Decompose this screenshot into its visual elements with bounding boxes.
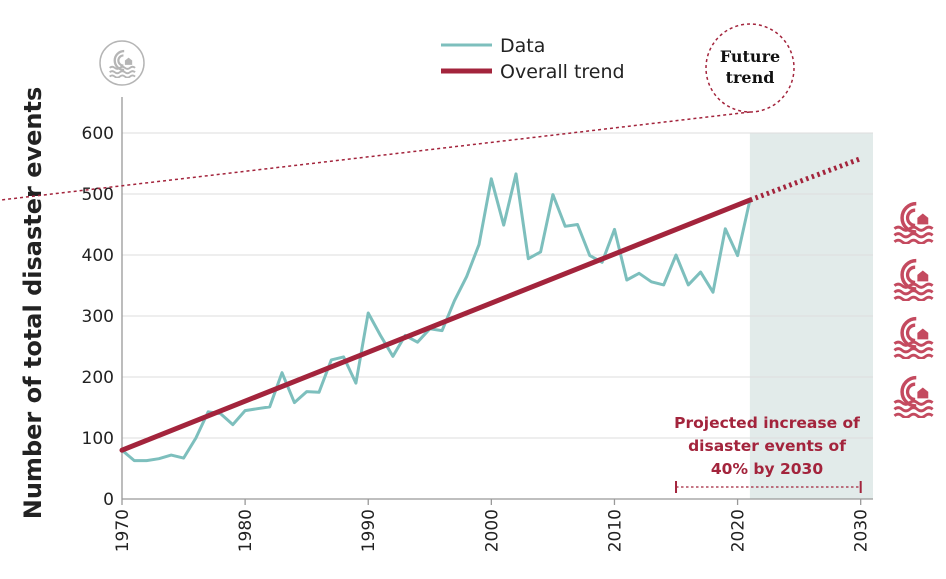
logo-badge: [99, 40, 145, 86]
data-point: [170, 453, 173, 457]
data-point: [564, 225, 567, 228]
data-point: [674, 253, 678, 257]
projection-text-line3: 40% by 2030: [711, 460, 823, 478]
projection-text-line2: disaster events of: [688, 437, 846, 455]
series-data-line: [121, 172, 752, 463]
y-tick-label: 200: [82, 368, 114, 388]
y-tick-label: 100: [82, 429, 114, 449]
data-point: [453, 299, 456, 302]
y-tick-label: 500: [82, 185, 114, 205]
future-trend-callout: Future trend: [0, 23, 795, 201]
data-point: [145, 459, 148, 462]
data-point: [280, 371, 284, 374]
data-point: [367, 311, 370, 315]
data-point: [379, 334, 382, 337]
climate-disaster-icon: [892, 201, 935, 244]
climate-disaster-icon: [892, 375, 935, 418]
gridlines: [122, 132, 873, 439]
future-trend-dotted-line: [749, 156, 862, 203]
data-point: [206, 410, 210, 413]
y-tick-label: 300: [82, 307, 114, 327]
data-point: [625, 278, 628, 282]
climate-disaster-icon: [108, 49, 137, 78]
axes: [121, 97, 873, 505]
data-points: [120, 172, 752, 462]
data-point: [391, 355, 395, 358]
future-trend-text-line2: trend: [726, 68, 775, 87]
data-point: [342, 355, 345, 359]
x-tick-labels: 1970 1980 1990 2000 2010 2020 2030: [113, 509, 872, 552]
data-point: [157, 457, 161, 460]
legend-data-label: Data: [500, 35, 545, 57]
climate-disaster-icon: [892, 258, 935, 301]
x-tick-label: 2010: [605, 509, 625, 552]
data-point: [305, 390, 308, 393]
legend: Data Overall trend: [441, 35, 625, 83]
data-point: [133, 459, 136, 462]
data-point: [416, 341, 419, 344]
data-point: [724, 227, 727, 230]
x-tick-label: 2000: [482, 509, 502, 552]
y-tick-labels: 0 100 200 300 400 500 600: [82, 124, 114, 510]
data-point: [182, 456, 185, 460]
projection-text-line1: Projected increase of: [674, 414, 860, 432]
data-point: [256, 407, 259, 410]
y-tick-label: 400: [82, 246, 114, 266]
data-point: [576, 223, 579, 226]
data-point: [662, 283, 665, 287]
data-point: [650, 280, 653, 284]
y-axis-label: Number of total disaster events: [19, 87, 47, 519]
data-point: [551, 193, 555, 196]
data-point: [268, 405, 271, 409]
data-point: [194, 436, 198, 440]
data-point: [490, 177, 493, 180]
data-point: [637, 272, 641, 275]
data-point: [502, 223, 505, 227]
data-point: [736, 254, 739, 257]
series-trend-line: [119, 197, 753, 453]
data-point: [317, 391, 321, 394]
data-point: [711, 291, 715, 294]
x-tick-label: 1990: [359, 509, 379, 552]
future-trend-circle: [705, 23, 795, 113]
data-point: [588, 254, 592, 257]
side-icons: [892, 201, 935, 418]
data-point: [613, 228, 616, 231]
data-point: [514, 172, 518, 176]
data-point: [231, 423, 235, 426]
y-tick-label: 600: [82, 124, 114, 144]
data-point: [687, 283, 690, 287]
climate-disaster-icon: [892, 316, 935, 359]
x-tick-label: 2020: [729, 509, 749, 552]
x-tick-label: 1980: [236, 509, 256, 552]
legend-trend-label: Overall trend: [500, 61, 625, 83]
data-point: [699, 270, 702, 274]
y-tick-label: 0: [103, 490, 114, 510]
future-trend-text-line1: Future: [720, 47, 780, 66]
data-point: [440, 329, 444, 332]
projection-annotation: Projected increase of disaster events of…: [674, 414, 862, 493]
x-tick-label: 2030: [852, 509, 872, 552]
data-point: [243, 409, 247, 412]
data-point: [293, 401, 296, 404]
data-point: [354, 381, 358, 385]
data-point: [539, 250, 542, 254]
x-tick-label: 1970: [113, 509, 133, 552]
logo-circle: [99, 40, 145, 86]
data-point: [477, 243, 481, 246]
data-point: [330, 358, 333, 362]
data-point: [465, 275, 468, 278]
data-point: [527, 257, 530, 260]
